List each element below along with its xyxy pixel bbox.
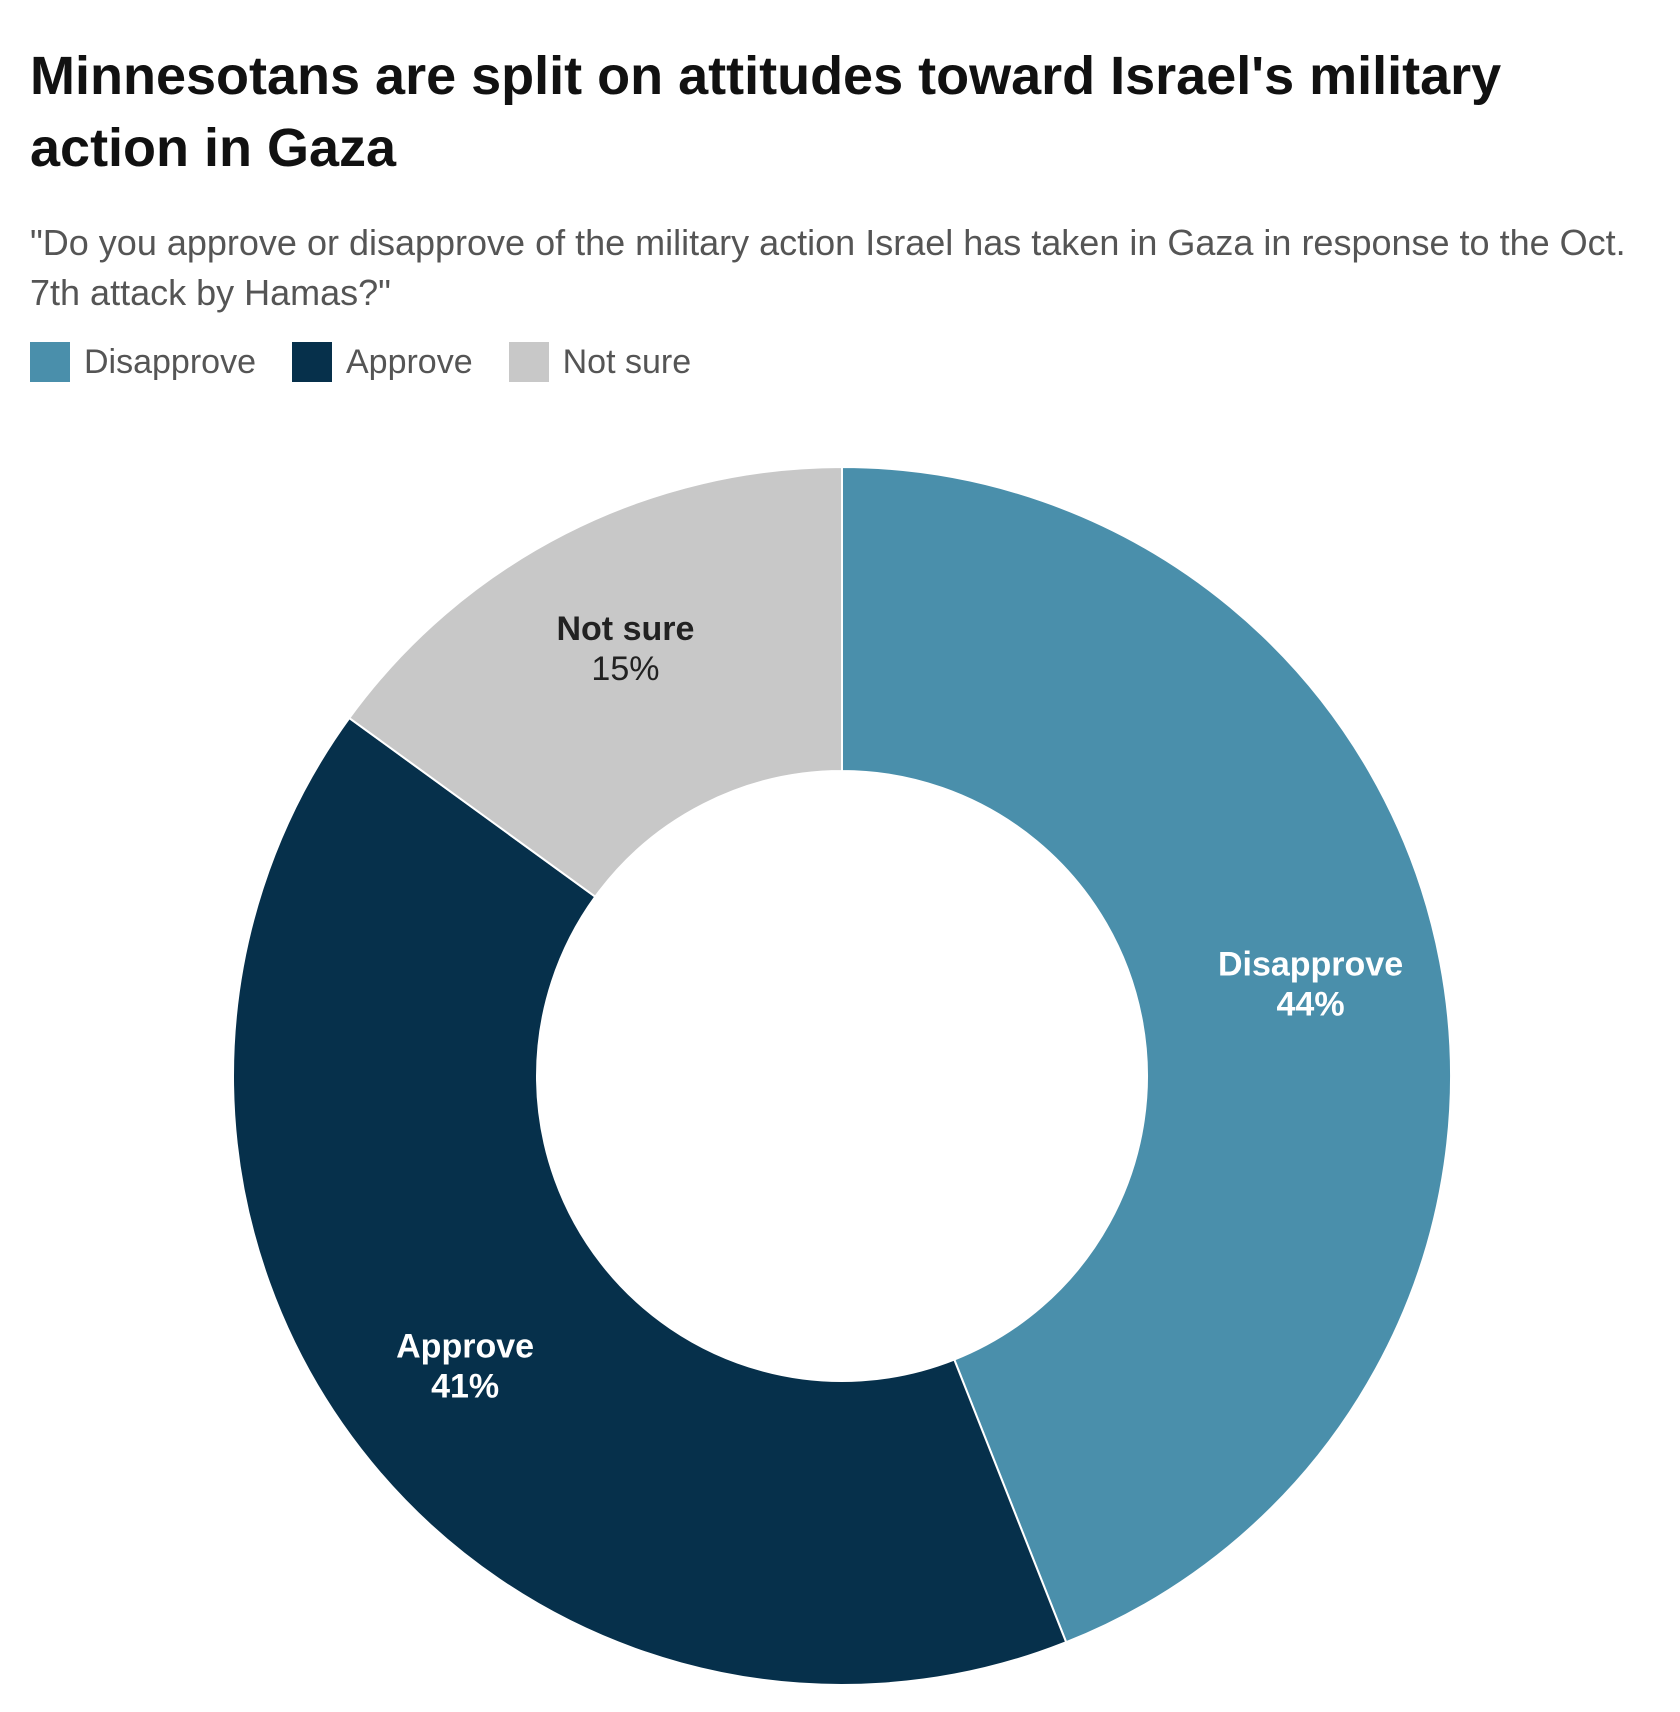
legend-label: Approve bbox=[345, 342, 473, 381]
donut-slice bbox=[347, 465, 843, 899]
slice-label: Disapprove bbox=[1218, 946, 1403, 984]
slice-value-label: 15% bbox=[591, 650, 659, 688]
donut-slice bbox=[232, 716, 1068, 1686]
legend-item: Approve bbox=[291, 342, 473, 382]
slice-value-label: 44% bbox=[1277, 986, 1345, 1024]
slice-value-label: 41% bbox=[431, 1367, 499, 1405]
legend-swatch bbox=[508, 342, 549, 382]
legend-label: Not sure bbox=[562, 342, 692, 381]
chart-title: Minnesotans are split on attitudes towar… bbox=[30, 46, 1502, 178]
legend-label: Disapprove bbox=[84, 342, 256, 381]
legend-swatch bbox=[30, 342, 70, 382]
chart-subtitle: "Do you approve or disapprove of the mil… bbox=[30, 222, 1626, 313]
legend-item: Disapprove bbox=[30, 342, 256, 382]
legend: Disapprove Approve Not sure bbox=[30, 342, 691, 382]
legend-swatch bbox=[291, 342, 332, 382]
slice-label: Approve bbox=[396, 1327, 534, 1365]
legend-item: Not sure bbox=[508, 342, 692, 382]
donut-slice bbox=[841, 465, 1452, 1644]
slice-label: Not sure bbox=[556, 610, 694, 648]
